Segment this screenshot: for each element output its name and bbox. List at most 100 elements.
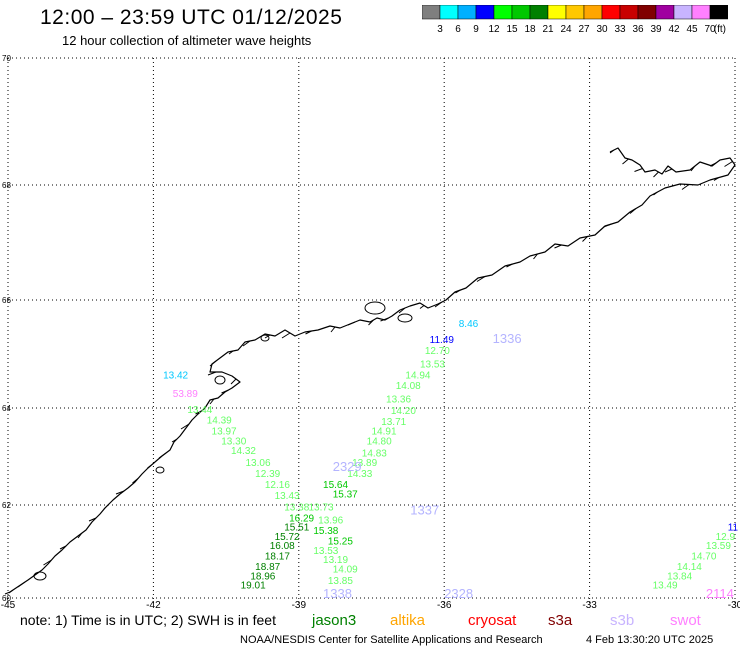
wave-height-label: 15.37 <box>333 490 358 501</box>
track-id-label: 1338 <box>323 586 352 601</box>
wave-height-label: 13.85 <box>328 576 353 587</box>
colorbar-label: 39 <box>650 24 662 35</box>
colorbar-label: 36 <box>632 24 644 35</box>
wave-height-label: 13.06 <box>245 458 270 469</box>
wave-height-label: 13.19 <box>323 555 348 566</box>
colorbar-label: 30 <box>596 24 608 35</box>
colorbar-label: 24 <box>560 24 572 35</box>
latitude-label: 70 <box>2 54 11 63</box>
longitude-label: -39 <box>292 600 307 610</box>
wave-height-label: 14.91 <box>372 427 397 438</box>
legend-altika: altika <box>390 612 426 629</box>
wave-height-label: 13.44 <box>187 405 212 416</box>
wave-height-label: 12.16 <box>265 480 290 491</box>
wave-height-label: 15.38 <box>313 526 338 537</box>
wave-height-label: 15.25 <box>328 537 353 548</box>
colorbar-label: 42 <box>668 24 680 35</box>
latitude-label: 68 <box>2 181 11 190</box>
generation-timestamp: 4 Feb 13:30:20 UTC 2025 <box>586 634 714 646</box>
greenland-coastline <box>4 147 736 595</box>
graticule <box>7 57 736 603</box>
map-title: 12:00 – 23:59 UTC 01/12/2025 <box>40 6 343 29</box>
wave-height-label: 14.39 <box>207 416 232 427</box>
longitude-label: -42 <box>146 600 161 610</box>
colorbar-label: 45 <box>686 24 698 35</box>
colorbar-swatch <box>709 5 728 20</box>
wave-height-label: 13.97 <box>212 427 237 438</box>
colorbar-label: 6 <box>455 24 461 35</box>
wave-height-label: 13.89 <box>352 458 377 469</box>
wave-height-label: 13.49 <box>653 581 678 592</box>
colorbar-label: 33 <box>614 24 626 35</box>
wave-height-label: 13.73 <box>308 503 333 514</box>
wave-height-label: 13.30 <box>221 436 246 447</box>
longitude-label: -36 <box>437 600 452 610</box>
wave-height-label: 13.53 <box>313 546 338 557</box>
wave-height-label: 13.42 <box>163 370 188 381</box>
island <box>364 301 386 315</box>
island <box>155 466 165 474</box>
wave-height-label: 13.36 <box>386 395 411 406</box>
island <box>214 375 226 385</box>
wave-height-label: 14.08 <box>396 381 421 392</box>
colorbar-label: 27 <box>578 24 590 35</box>
wave-height-colorbar: 3 6 9 12 15 18 21 24 27 30 33 36 39 42 45 70(ft) <box>422 5 728 35</box>
island <box>397 313 413 323</box>
latitude-label: 64 <box>2 404 11 413</box>
wave-height-label: 14.20 <box>391 406 416 417</box>
legend-s3a: s3a <box>548 612 573 629</box>
legend-swot: swot <box>670 612 701 629</box>
wave-height-label: 11.49 <box>430 335 455 346</box>
wave-height-label: 14.09 <box>333 564 358 575</box>
island <box>260 334 270 342</box>
coastline-fjords <box>8 149 733 594</box>
legend-jason3: jason3 <box>312 612 357 629</box>
latitude-label: 62 <box>2 501 11 510</box>
wave-height-label: 18.96 <box>250 571 275 582</box>
wave-height-label: 14.80 <box>367 436 392 447</box>
track-id-label: 2328 <box>444 586 473 601</box>
wave-height-label: 13.96 <box>318 516 343 527</box>
legend-cryosat: cryosat <box>468 612 517 629</box>
wave-height-label: 13.71 <box>381 417 406 428</box>
wave-height-label: 13.38 <box>284 503 309 514</box>
map-subtitle: 12 hour collection of altimeter wave hei… <box>62 33 312 48</box>
credit-text: NOAA/NESDIS Center for Satellite Applica… <box>240 634 543 646</box>
longitude-label: -30 <box>728 600 740 610</box>
colorbar-label: 9 <box>473 24 479 35</box>
wave-height-label: 14.14 <box>677 562 702 573</box>
longitude-label: -33 <box>582 600 597 610</box>
colorbar-label: 12 <box>488 24 500 35</box>
observation-labels: 8.4611.4912.7013.5314.9414.0813.3614.201… <box>163 319 738 601</box>
wave-height-label: 13.84 <box>667 571 692 582</box>
coastline-path <box>4 147 736 595</box>
wave-height-label: 18.87 <box>255 562 280 573</box>
wave-height-label: 8.46 <box>459 319 479 330</box>
island <box>33 571 47 581</box>
colorbar-label: 18 <box>524 24 536 35</box>
altimeter-map: 8.4611.4912.7013.5314.9414.0813.3614.201… <box>1 54 740 610</box>
colorbar-label: 15 <box>506 24 518 35</box>
wave-height-label: 14.94 <box>405 370 430 381</box>
wave-height-label: 11 <box>728 523 739 534</box>
wave-height-label: 12.39 <box>255 469 280 480</box>
wave-height-label: 53.89 <box>173 389 198 400</box>
colorbar-label: 3 <box>437 24 443 35</box>
longitude-label: -45 <box>1 600 16 610</box>
wave-height-label: 19.01 <box>241 581 266 592</box>
colorbar-label: 21 <box>542 24 554 35</box>
colorbar-label: 70 <box>704 24 716 35</box>
track-id-label: 2329 <box>333 459 362 474</box>
latitude-label: 60 <box>2 594 11 603</box>
track-id-label: 2114 <box>706 586 734 601</box>
wave-height-label: 12.9 <box>716 532 736 543</box>
wave-height-label: 18.17 <box>265 551 290 562</box>
footer-note: note: 1) Time is in UTC; 2) SWH is in fe… <box>20 612 276 628</box>
wave-height-label: 15.51 <box>284 523 309 534</box>
wave-height-label: 16.08 <box>270 541 295 552</box>
wave-height-label: 15.72 <box>275 532 300 543</box>
wave-height-label: 14.32 <box>231 446 256 457</box>
wave-height-label: 13.43 <box>275 491 300 502</box>
wave-height-label: 13.53 <box>420 360 445 371</box>
axis-labels: 70 68 66 64 62 60-45 -42 -39 -36 -33 -30 <box>1 54 740 610</box>
